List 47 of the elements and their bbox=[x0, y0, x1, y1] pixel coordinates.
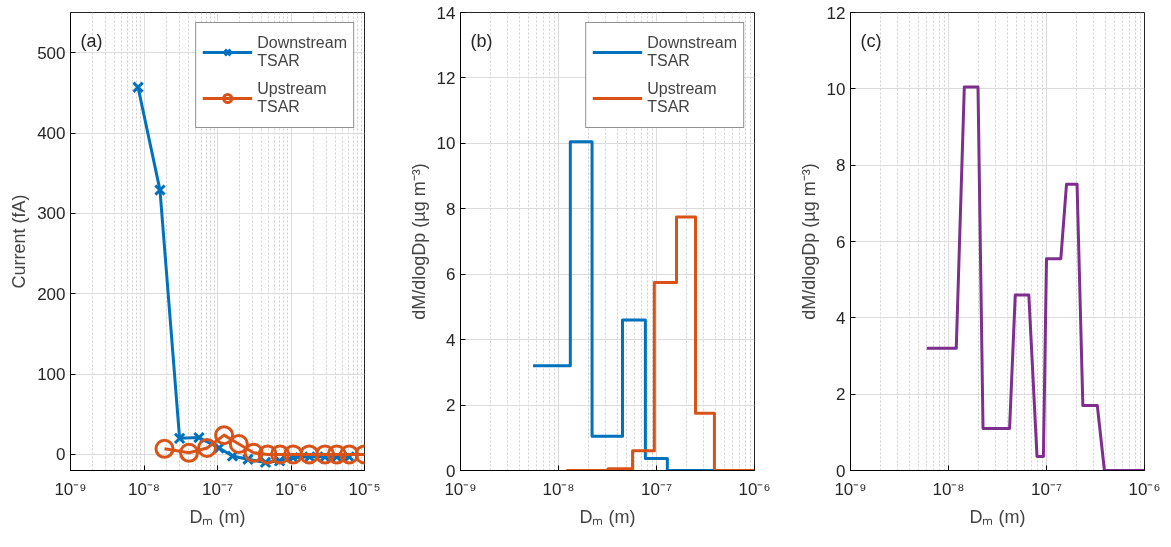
y-axis-title: dM/dlogDp (µg m⁻³) bbox=[408, 163, 429, 320]
y-tick-label: 8 bbox=[446, 199, 456, 219]
x-tick-label: 10⁻⁵ bbox=[348, 479, 381, 499]
y-tick-label: 10 bbox=[436, 134, 456, 154]
x-axis-title: Dₘ (m) bbox=[189, 506, 246, 527]
x-tick-label: 10⁻⁸ bbox=[932, 479, 965, 499]
y-tick-label: 0 bbox=[446, 461, 456, 481]
x-tick-label: 10⁻⁷ bbox=[640, 479, 673, 499]
x-tick-label: 10⁻⁶ bbox=[1128, 479, 1161, 499]
x-tick-label: 10⁻⁹ bbox=[444, 479, 477, 499]
legend-label: Downstream TSAR bbox=[257, 33, 347, 71]
y-tick-label: 300 bbox=[37, 204, 66, 224]
annotation: (c) bbox=[860, 30, 882, 51]
x-tick-label: 10⁻⁹ bbox=[834, 479, 867, 499]
y-tick-label: 10 bbox=[826, 79, 846, 99]
x-axis-title: Dₘ (m) bbox=[579, 506, 636, 527]
y-tick-label: 200 bbox=[37, 284, 66, 304]
y-axis-title: Current (fA) bbox=[9, 194, 30, 289]
x-tick-label: 10⁻⁶ bbox=[738, 479, 771, 499]
y-tick-label: 0 bbox=[836, 461, 846, 481]
x-tick-label: 10⁻⁶ bbox=[275, 479, 307, 499]
y-tick-label: 400 bbox=[37, 124, 66, 144]
y-tick-label: 14 bbox=[436, 3, 456, 23]
legend-label: Upstream TSAR bbox=[257, 79, 327, 117]
y-tick-label: 4 bbox=[446, 330, 456, 350]
x-axis-title: Dₘ (m) bbox=[969, 506, 1026, 527]
y-tick-label: 0 bbox=[56, 445, 66, 465]
y-tick-label: 12 bbox=[826, 3, 846, 23]
y-tick-label: 6 bbox=[836, 232, 846, 252]
x-tick-label: 10⁻⁸ bbox=[542, 479, 575, 499]
legend-label: Upstream TSAR bbox=[647, 79, 717, 117]
y-tick-label: 6 bbox=[446, 265, 456, 285]
legend-label: Downstream TSAR bbox=[647, 33, 737, 71]
y-tick-label: 100 bbox=[37, 365, 66, 385]
x-tick-label: 10⁻⁹ bbox=[54, 479, 87, 499]
y-tick-label: 8 bbox=[836, 156, 846, 176]
annotation: (a) bbox=[80, 30, 103, 51]
annotation: (b) bbox=[470, 30, 493, 51]
y-axis-title: dM/dlogDp (µg m⁻³) bbox=[798, 163, 819, 320]
x-tick-label: 10⁻⁷ bbox=[201, 479, 234, 499]
y-tick-label: 4 bbox=[836, 308, 846, 328]
x-tick-label: 10⁻⁷ bbox=[1030, 479, 1063, 499]
x-tick-label: 10⁻⁸ bbox=[127, 479, 161, 499]
y-tick-label: 2 bbox=[836, 385, 846, 405]
y-tick-label: 500 bbox=[37, 43, 66, 63]
y-tick-label: 12 bbox=[436, 68, 456, 88]
y-tick-label: 2 bbox=[446, 396, 456, 416]
